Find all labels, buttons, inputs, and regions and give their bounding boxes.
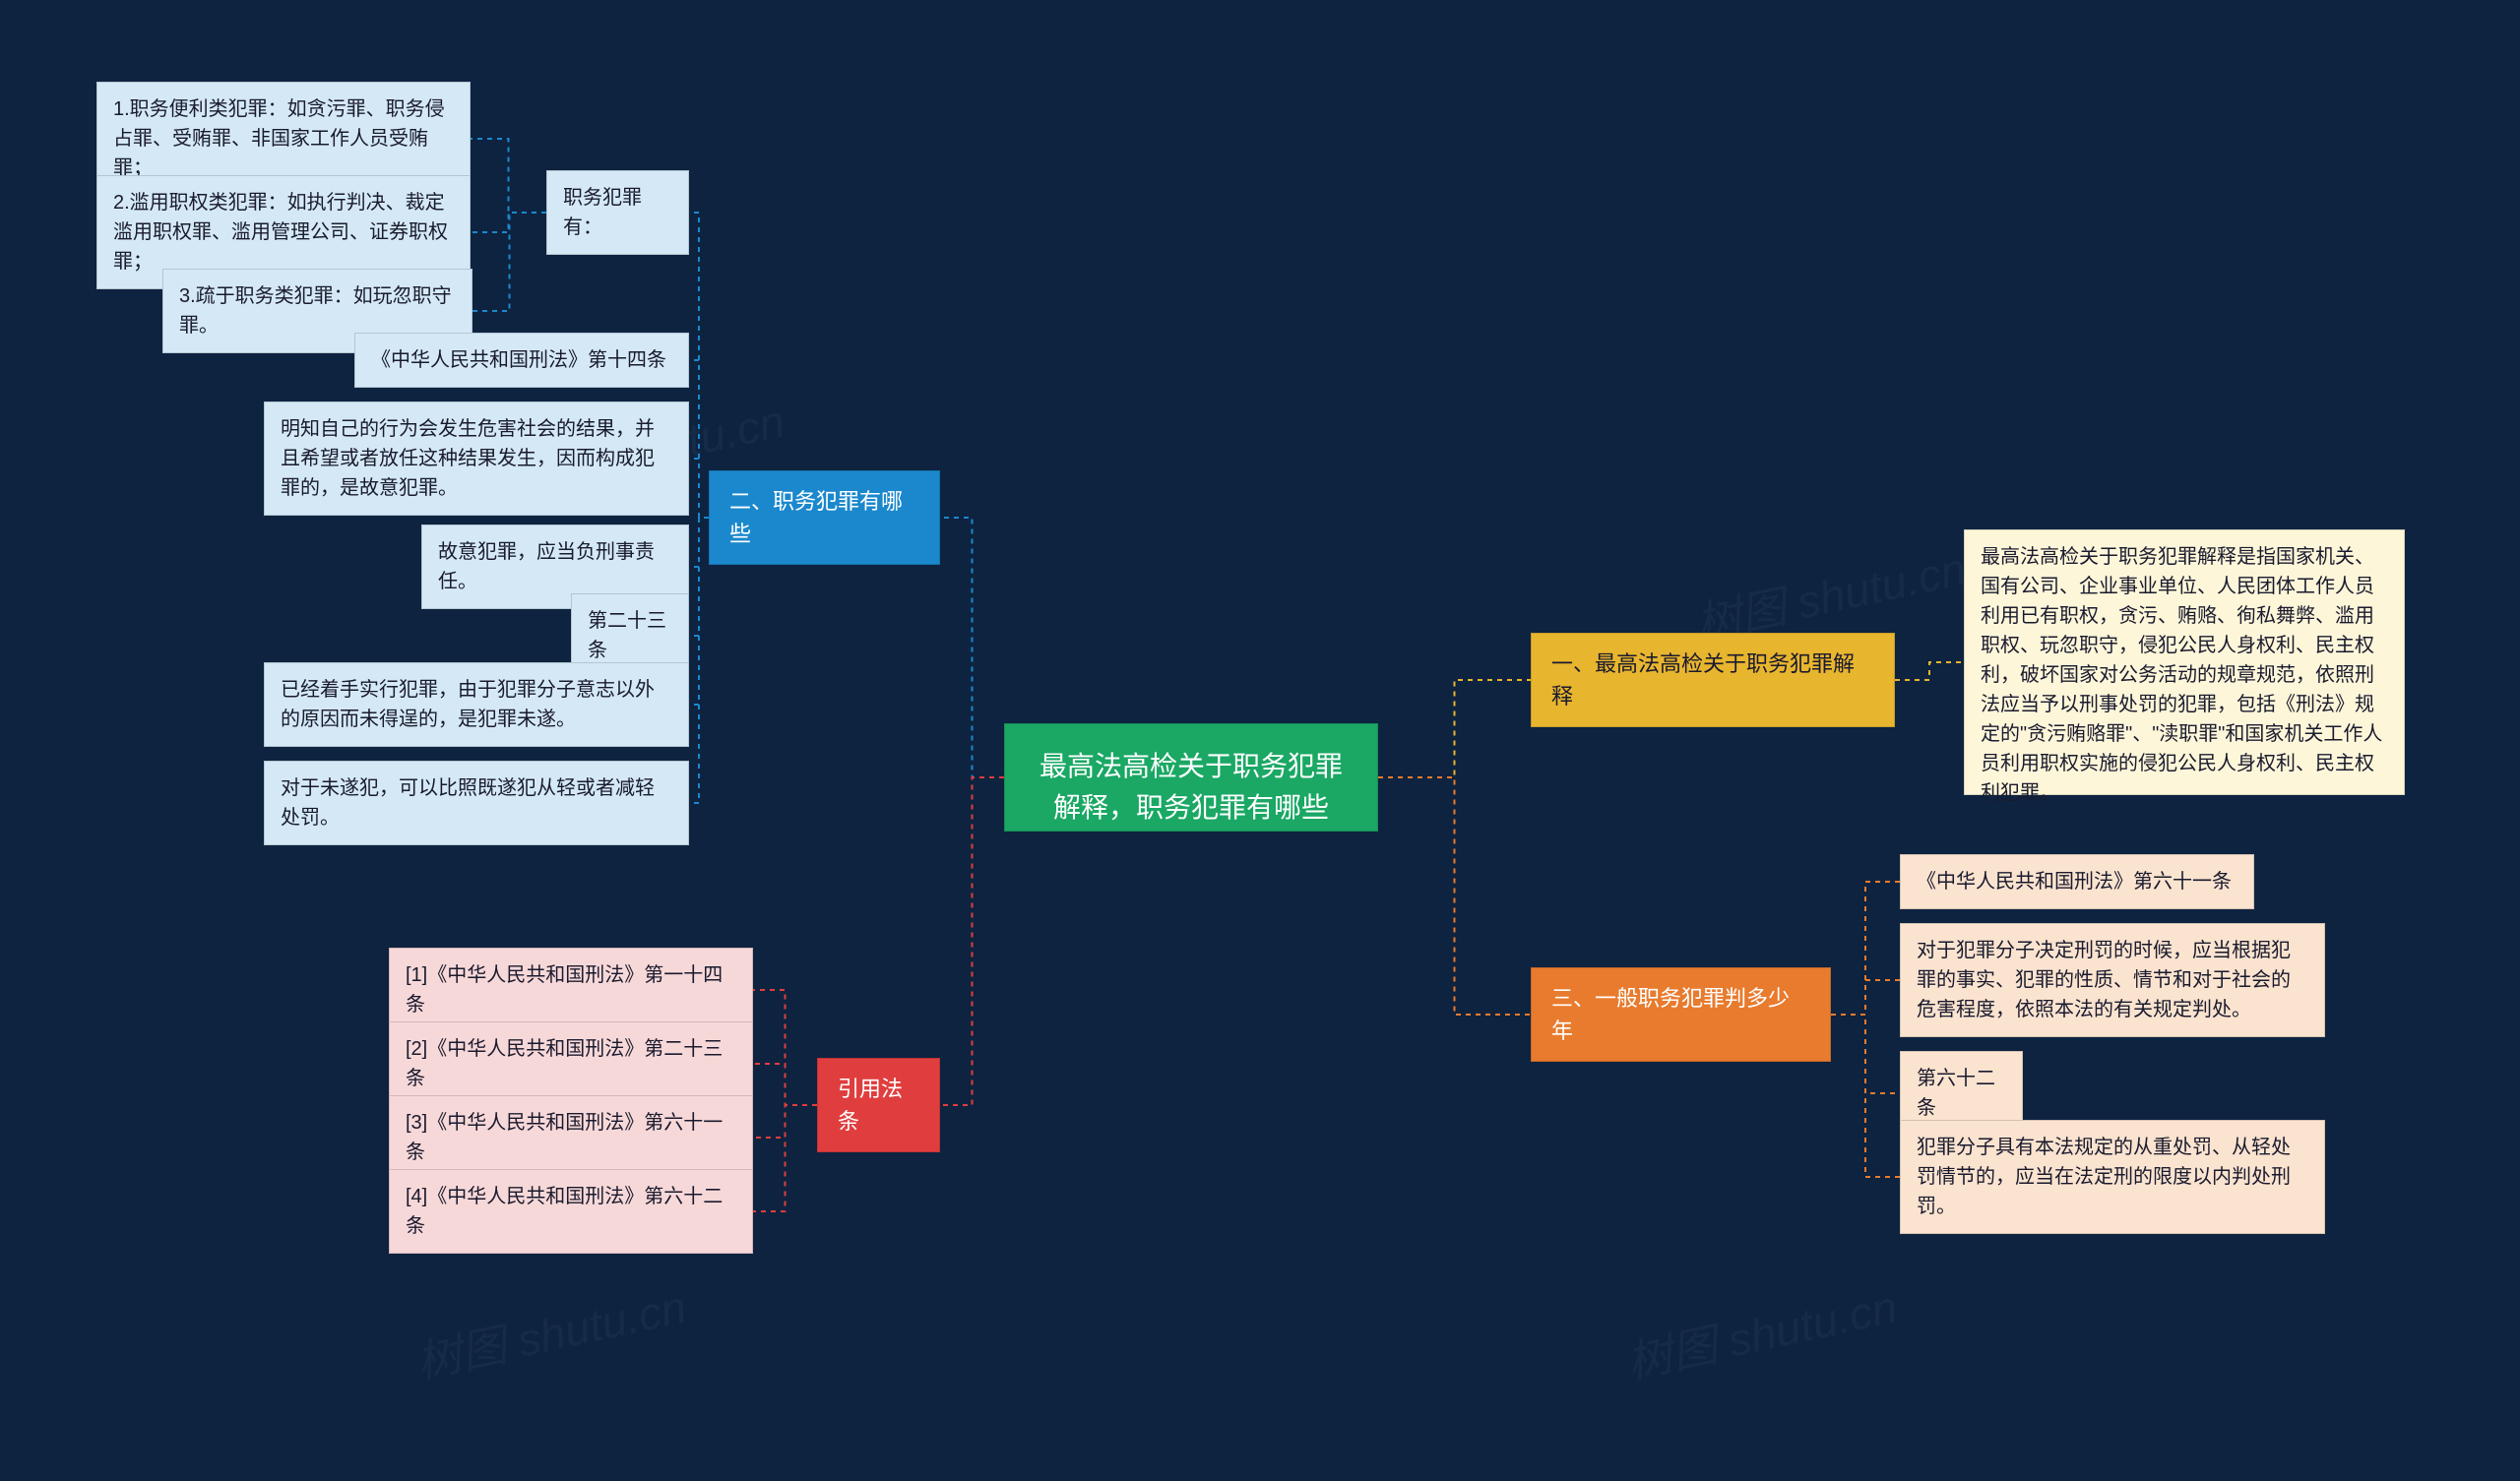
leaf-b3-3: 犯罪分子具有本法规定的从重处罚、从轻处罚情节的，应当在法定刑的限度以内判处刑罚。 [1900, 1120, 2325, 1234]
leaf-b2-1: 《中华人民共和国刑法》第十四条 [354, 333, 689, 388]
branch-b1: 一、最高法高检关于职务犯罪解释 [1531, 633, 1895, 727]
branch-b3: 三、一般职务犯罪判多少年 [1531, 967, 1831, 1062]
leaf-b4-0: [1]《中华人民共和国刑法》第一十四条 [389, 948, 753, 1032]
leaf-b4-1: [2]《中华人民共和国刑法》第二十三条 [389, 1021, 753, 1106]
branch-b4: 引用法条 [817, 1058, 940, 1152]
leaf-b1-0: 最高法高检关于职务犯罪解释是指国家机关、国有公司、企业事业单位、人民团体工作人员… [1964, 529, 2405, 795]
leaf-b2-6: 对于未遂犯，可以比照既遂犯从轻或者减轻处罚。 [264, 761, 689, 845]
leaf-b2-0: 职务犯罪有： [546, 170, 689, 255]
leaf-b2-2: 明知自己的行为会发生危害社会的结果，并且希望或者放任这种结果发生，因而构成犯罪的… [264, 401, 689, 516]
branch-b2: 二、职务犯罪有哪些 [709, 470, 940, 565]
center-node: 最高法高检关于职务犯罪解释，职务犯罪有哪些 [1004, 723, 1378, 832]
watermark: 树图 shutu.cn [1620, 1271, 1902, 1392]
leaf-b4-3: [4]《中华人民共和国刑法》第六十二条 [389, 1169, 753, 1254]
leaf-b2-5: 已经着手实行犯罪，由于犯罪分子意志以外的原因而未得逞的，是犯罪未遂。 [264, 662, 689, 747]
leaf-b3-0: 《中华人民共和国刑法》第六十一条 [1900, 854, 2254, 909]
leaf-b4-2: [3]《中华人民共和国刑法》第六十一条 [389, 1095, 753, 1180]
watermark: 树图 shutu.cn [410, 1271, 691, 1392]
leaf-b3-1: 对于犯罪分子决定刑罚的时候，应当根据犯罪的事实、犯罪的性质、情节和对于社会的危害… [1900, 923, 2325, 1037]
